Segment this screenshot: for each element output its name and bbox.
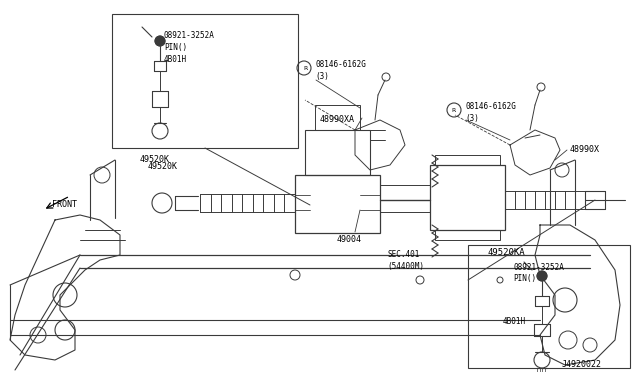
Bar	[112, 14, 298, 148]
Text: (3): (3)	[315, 72, 329, 81]
Text: J4920022: J4920022	[562, 360, 602, 369]
Bar	[435, 155, 500, 165]
Circle shape	[155, 36, 165, 46]
Text: (54400M): (54400M)	[387, 262, 424, 271]
Bar	[315, 105, 360, 130]
Text: 4B01H: 4B01H	[164, 55, 187, 64]
Text: 08921-3252A: 08921-3252A	[164, 31, 215, 40]
Text: 48990X: 48990X	[570, 145, 600, 154]
Text: PIN(): PIN()	[164, 43, 187, 52]
Text: 49004: 49004	[337, 235, 362, 244]
Text: 48990XA: 48990XA	[320, 115, 355, 124]
Bar	[430, 165, 505, 230]
Text: 4B01H: 4B01H	[503, 317, 526, 326]
Text: FRONT: FRONT	[52, 200, 77, 209]
Text: 08921-3252A: 08921-3252A	[513, 263, 564, 272]
Text: 08146-6162G: 08146-6162G	[465, 102, 516, 111]
Text: R: R	[452, 108, 456, 112]
Circle shape	[540, 273, 545, 279]
Text: SEC.401: SEC.401	[387, 250, 419, 259]
Text: 49520K: 49520K	[148, 162, 178, 171]
Circle shape	[537, 271, 547, 281]
Bar	[435, 230, 500, 240]
Text: PIN(): PIN()	[513, 274, 536, 283]
Bar	[305, 130, 370, 175]
Text: 49520K: 49520K	[140, 155, 170, 164]
Text: R: R	[303, 65, 307, 71]
Text: 08146-6162G: 08146-6162G	[315, 60, 366, 69]
Text: (3): (3)	[465, 114, 479, 123]
Bar	[295, 175, 380, 233]
Bar	[468, 245, 630, 368]
Circle shape	[157, 38, 163, 44]
Text: 49520KA: 49520KA	[488, 248, 525, 257]
